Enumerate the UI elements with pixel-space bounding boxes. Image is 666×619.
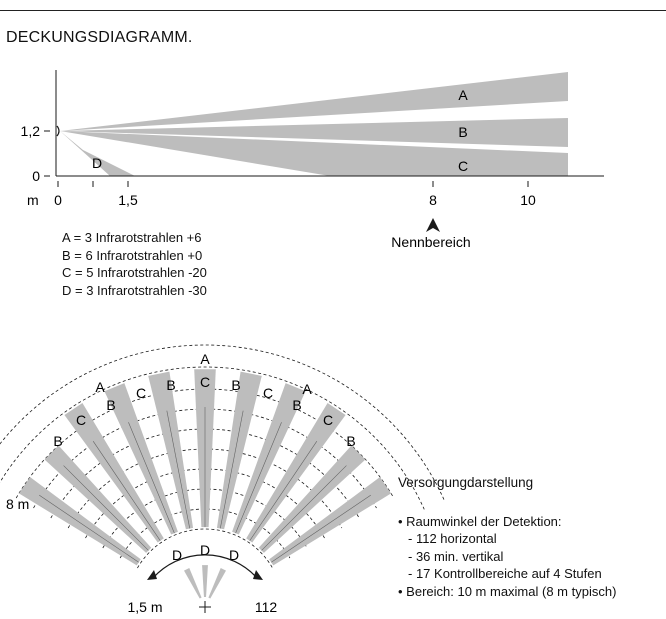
beam-zone-b (60, 118, 568, 147)
fan-label-d-3: D (229, 547, 239, 563)
x-unit-label: m (27, 192, 39, 208)
range-line: Bereich: 10 m maximal (8 m typisch) (398, 583, 616, 601)
coverage-notes: Versorgungdarstellung Raumwinkel der Det… (398, 474, 616, 600)
beam-zone-c (60, 131, 568, 176)
x-tick-label-0: 0 (54, 192, 62, 208)
fan-boundary-lines (39, 407, 371, 563)
fan-label-a-top: A (200, 351, 210, 367)
y-tick-label-1-2: 1,2 (21, 123, 41, 139)
top-view-beams (18, 369, 392, 599)
detection-item-zones: 17 Kontrollbereiche auf 4 Stufen (398, 565, 616, 583)
fan-label-b-1: B (53, 433, 62, 449)
fan-ray (249, 441, 318, 541)
fan-ray (92, 441, 161, 541)
legend-item-c: C = 5 Infrarotstrahlen -20 (62, 265, 207, 280)
notes-heading: Versorgungdarstellung (398, 475, 534, 490)
y-tick-label-0: 0 (32, 168, 40, 184)
legend-item-a: A = 3 Infrarotstrahlen +6 (62, 230, 202, 245)
fan-label-a-left: A (95, 379, 105, 395)
fan-label-b-6: B (346, 433, 355, 449)
page-title: DECKUNGSDIAGRAMM. (6, 29, 193, 46)
nominal-range-arrow-icon (426, 218, 440, 232)
legend-item-d: D = 3 Infrarotstrahlen -30 (62, 282, 207, 298)
far-beam (258, 445, 366, 553)
near-beam-d (208, 568, 226, 599)
range-arc (0, 344, 445, 501)
fan-ray (261, 465, 347, 551)
fan-label-b-4: B (231, 377, 240, 393)
zone-label-a: A (458, 87, 468, 103)
sensor-icon (56, 125, 60, 137)
fan-ray (128, 422, 175, 534)
top-view-fan: A A A B B B B B B C C C C C D D D 8 m 1,… (0, 344, 445, 615)
detection-item-horizontal: 112 horizontal (398, 530, 616, 548)
fan-label-c-5: C (323, 412, 333, 428)
x-tick-label-1-5: 1,5 (118, 192, 138, 208)
zone-label-b: B (458, 124, 467, 140)
fan-label-a-right: A (302, 381, 312, 397)
x-tick-label-8: 8 (429, 192, 437, 208)
zone-label-d: D (92, 155, 102, 171)
sweep-arrow-right-icon (253, 570, 263, 580)
nominal-range-label: Nennbereich (391, 234, 470, 250)
fan-label-b-2: B (106, 397, 115, 413)
far-beam (44, 445, 152, 553)
fan-label-b-3: B (166, 377, 175, 393)
fan-label-c-1: C (76, 412, 86, 428)
far-beam (148, 371, 194, 530)
detection-item-vertical: 36 min. vertikal (398, 548, 616, 566)
fan-ray (166, 410, 191, 529)
radius-label: 8 m (6, 496, 29, 512)
angle-label: 112 (255, 599, 278, 615)
top-rule (0, 10, 666, 11)
sweep-arrow-left-icon (147, 570, 157, 580)
legend: A = 3 Infrarotstrahlen +6 B = 6 Infrarot… (62, 229, 207, 299)
fan-label-d-1: D (172, 547, 182, 563)
near-beam-d (202, 565, 208, 598)
legend-item-b: B = 6 Infrarotstrahlen +0 (62, 247, 203, 263)
side-view-chart: 1,2 0 m 0 1,5 8 10 A B C D Nennbereich (21, 70, 604, 250)
x-tick-label-10: 10 (520, 192, 536, 208)
fan-ray (63, 465, 149, 551)
far-beam (216, 371, 262, 530)
near-beam-d (184, 568, 202, 599)
detection-heading: Raumwinkel der Detektion: (398, 513, 616, 531)
range-arc (0, 366, 425, 510)
fan-ray (271, 494, 371, 563)
fan-label-d-2: D (200, 542, 210, 558)
fan-ray (39, 494, 139, 563)
fan-label-c-3: C (200, 374, 210, 390)
fan-label-c-4: C (263, 385, 273, 401)
beam-zone-a (60, 72, 568, 131)
fan-label-b-5: B (292, 397, 301, 413)
zone-label-c: C (458, 158, 468, 174)
angle-sweep-arc (152, 554, 258, 579)
near-radius-label: 1,5 m (127, 599, 162, 615)
fan-label-c-2: C (136, 385, 146, 401)
fan-ray (219, 410, 244, 529)
range-arc (137, 528, 273, 569)
fan-ray (235, 422, 282, 534)
